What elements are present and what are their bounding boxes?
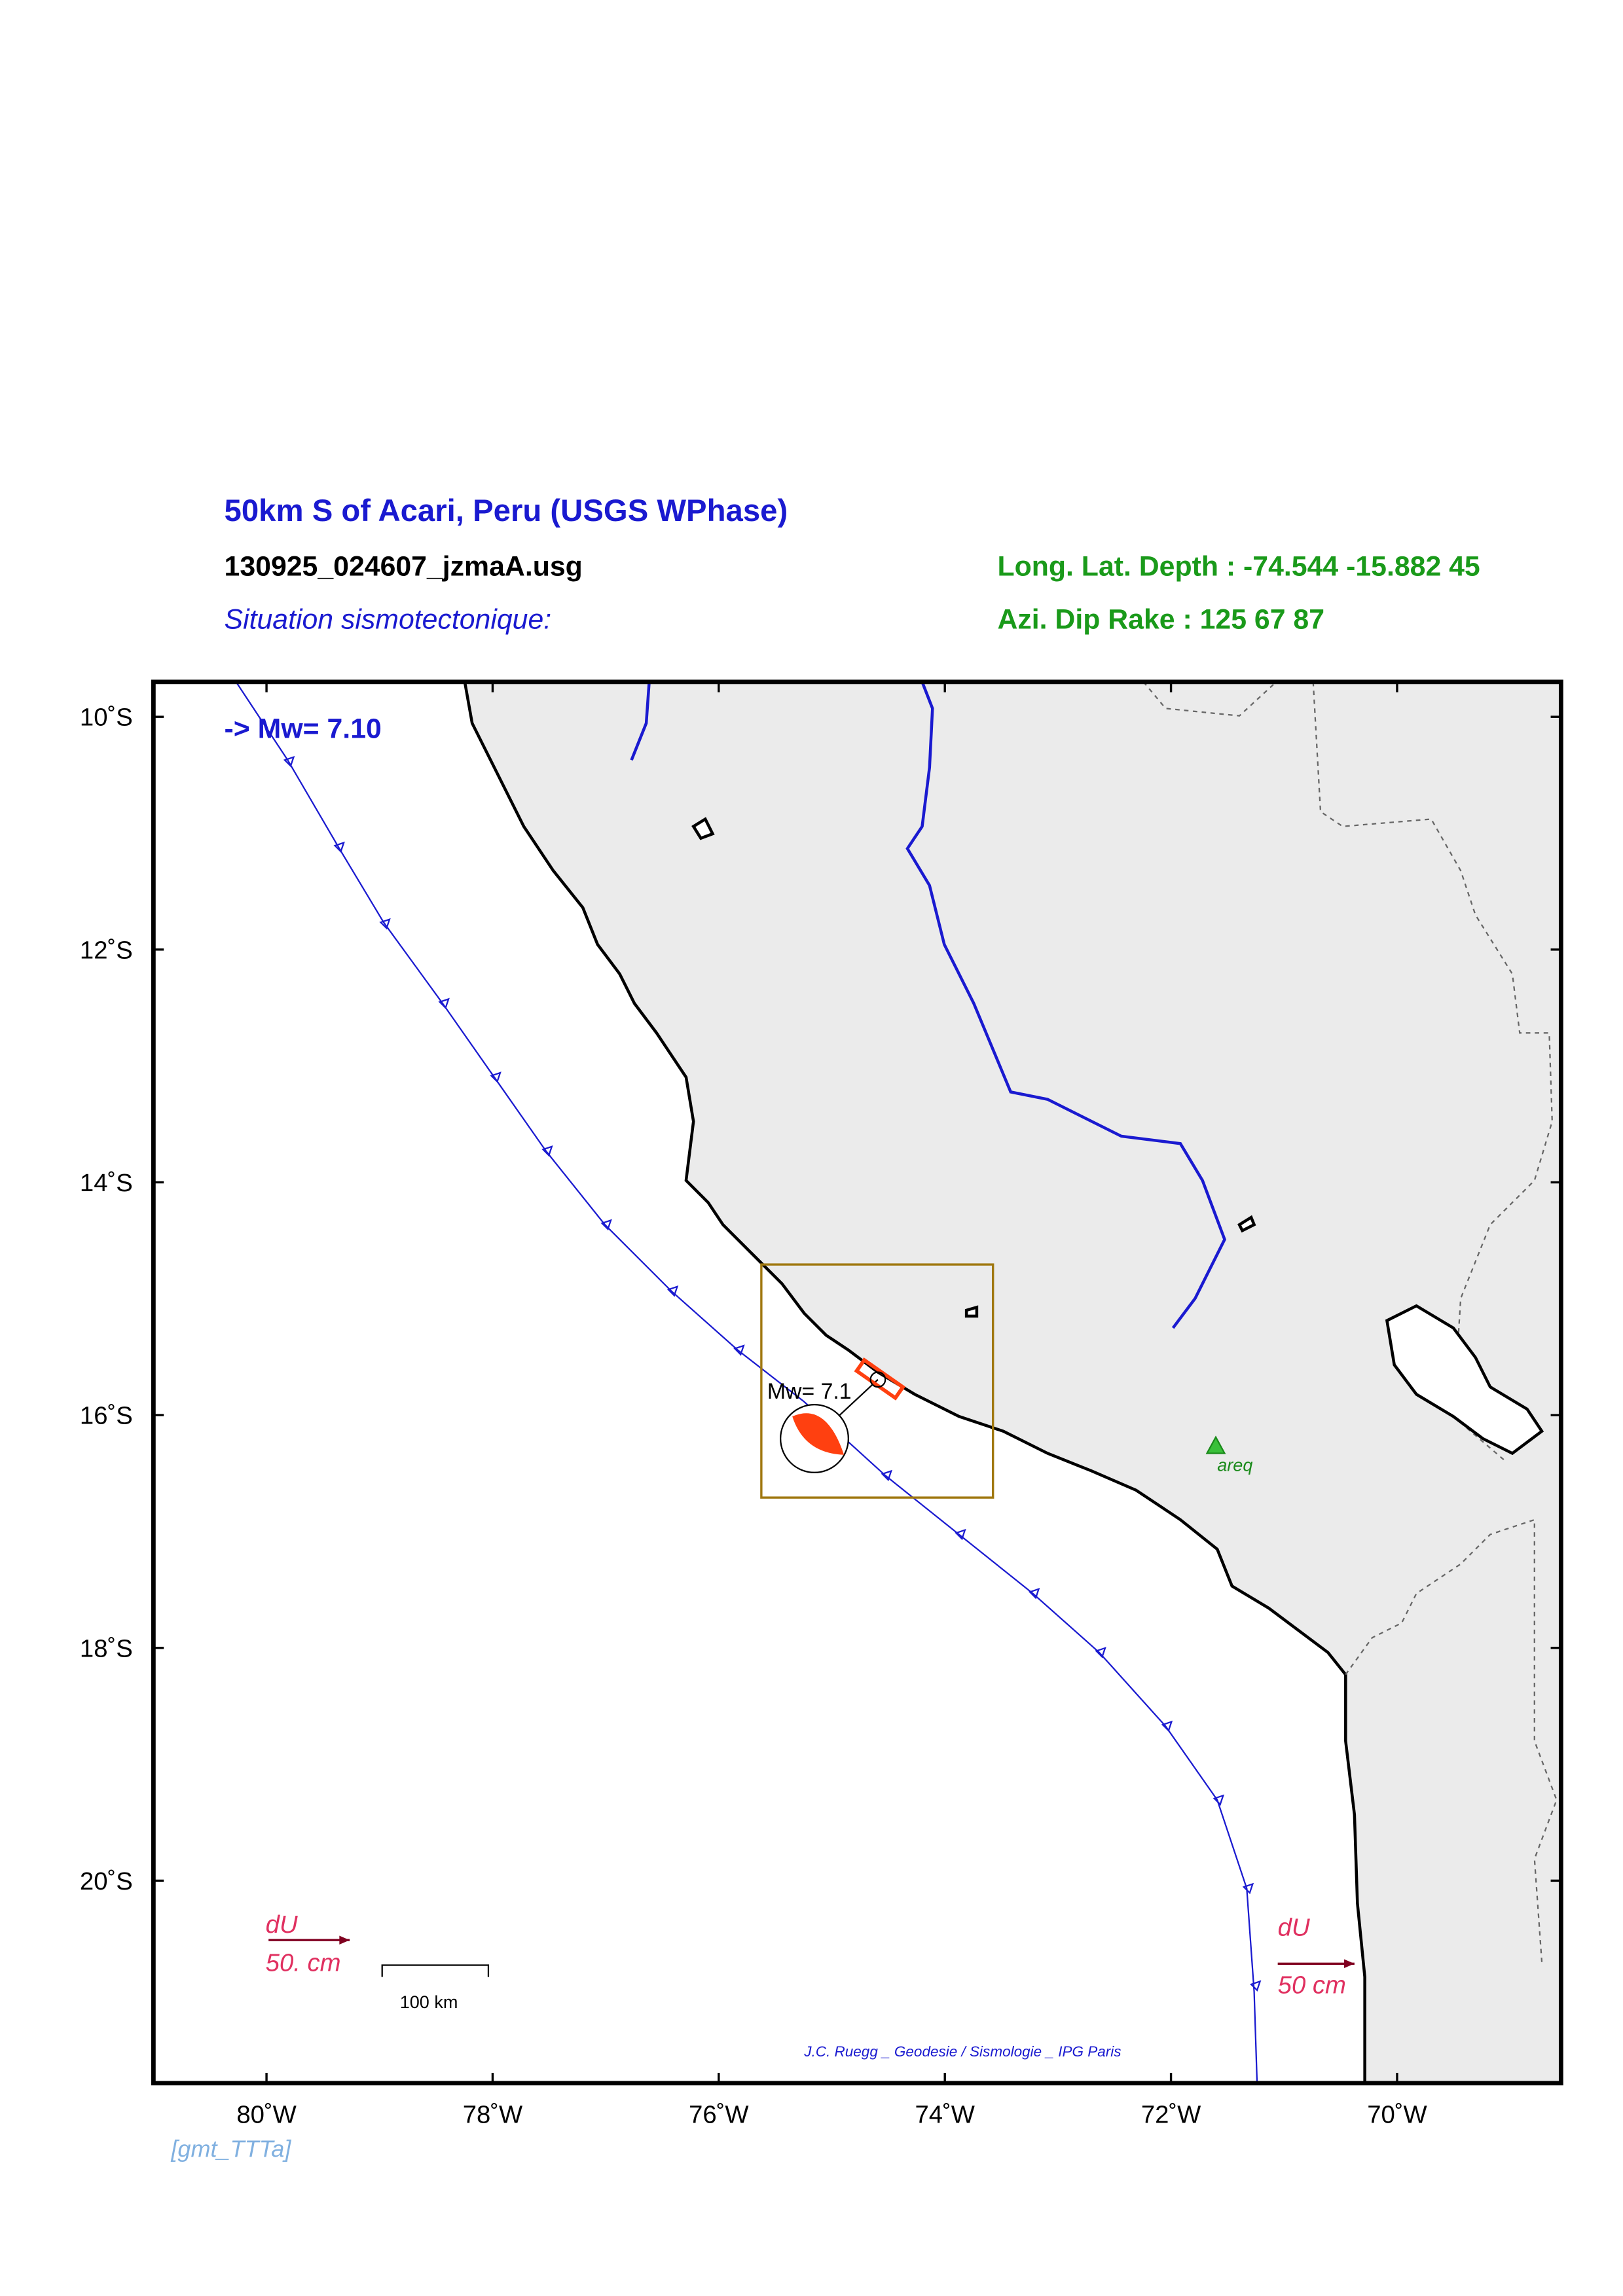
- x-tick-label: 80˚W: [236, 2101, 297, 2129]
- legend-scale: 50. cm: [266, 1949, 341, 1977]
- rivers: [630, 681, 1226, 1329]
- scale-bar-label: 100 km: [400, 1992, 458, 2012]
- trench: [235, 681, 1258, 2083]
- model-box: [760, 1263, 994, 1499]
- footer: [gmt_TTTa]: [170, 2135, 291, 2162]
- x-tick-label: 76˚W: [689, 2101, 749, 2129]
- legend-label: dU: [266, 1910, 298, 1939]
- x-tick-label: 72˚W: [1141, 2101, 1201, 2129]
- credit: J.C. Ruegg _ Geodesie / Sismologie _ IPG…: [803, 2043, 1121, 2060]
- y-tick-label: 20˚S: [80, 1867, 133, 1895]
- legend-label: dU: [1278, 1913, 1310, 1941]
- station-marker: [1205, 1435, 1226, 1454]
- beachball-fill: [792, 1413, 845, 1455]
- border: [1142, 681, 1558, 1963]
- location: Long. Lat. Depth : -74.544 -15.882 45: [997, 551, 1480, 583]
- legend-arrowhead: [1344, 1959, 1355, 1969]
- x-tick-label: 74˚W: [915, 2101, 975, 2129]
- scale-bar: [381, 1964, 490, 1977]
- map-frame: [151, 679, 1563, 2086]
- magnitude-label: -> Mw= 7.10: [225, 713, 382, 744]
- ticks: 80˚W 78˚W 76˚W 74˚W 72˚W 70˚W 10˚S 12˚S 14˚S 16˚S…: [80, 681, 1561, 2129]
- title: 50km S of Acari, Peru (USGS WPhase): [225, 493, 788, 528]
- lake: [1385, 1304, 1544, 1456]
- y-tick-label: 16˚S: [80, 1402, 133, 1430]
- x-tick-label: 78˚W: [463, 2101, 523, 2129]
- islands: [691, 817, 1256, 1318]
- y-tick-label: 10˚S: [80, 704, 133, 732]
- subtitle: Situation sismotectonique:: [225, 604, 552, 636]
- station-label: areq: [1217, 1456, 1252, 1475]
- legend-scale: 50 cm: [1278, 1971, 1346, 1999]
- map: Mw= 7.1 areq -> Mw= 7.10 dU 50. cm dU 50…: [80, 679, 1563, 2129]
- legend-arrowhead: [339, 1935, 350, 1945]
- trench-teeth: [283, 756, 1262, 1992]
- epicenter: [869, 1371, 886, 1388]
- mechanism: Azi. Dip Rake : 125 67 87: [997, 604, 1324, 636]
- event-label: Mw= 7.1: [767, 1379, 852, 1404]
- fault-plane: [854, 1357, 906, 1401]
- x-tick-label: 70˚W: [1367, 2101, 1427, 2129]
- y-tick-label: 18˚S: [80, 1634, 133, 1662]
- y-tick-label: 12˚S: [80, 936, 133, 964]
- file-name: 130925_024607_jzmaA.usg: [225, 551, 583, 583]
- y-tick-label: 14˚S: [80, 1169, 133, 1197]
